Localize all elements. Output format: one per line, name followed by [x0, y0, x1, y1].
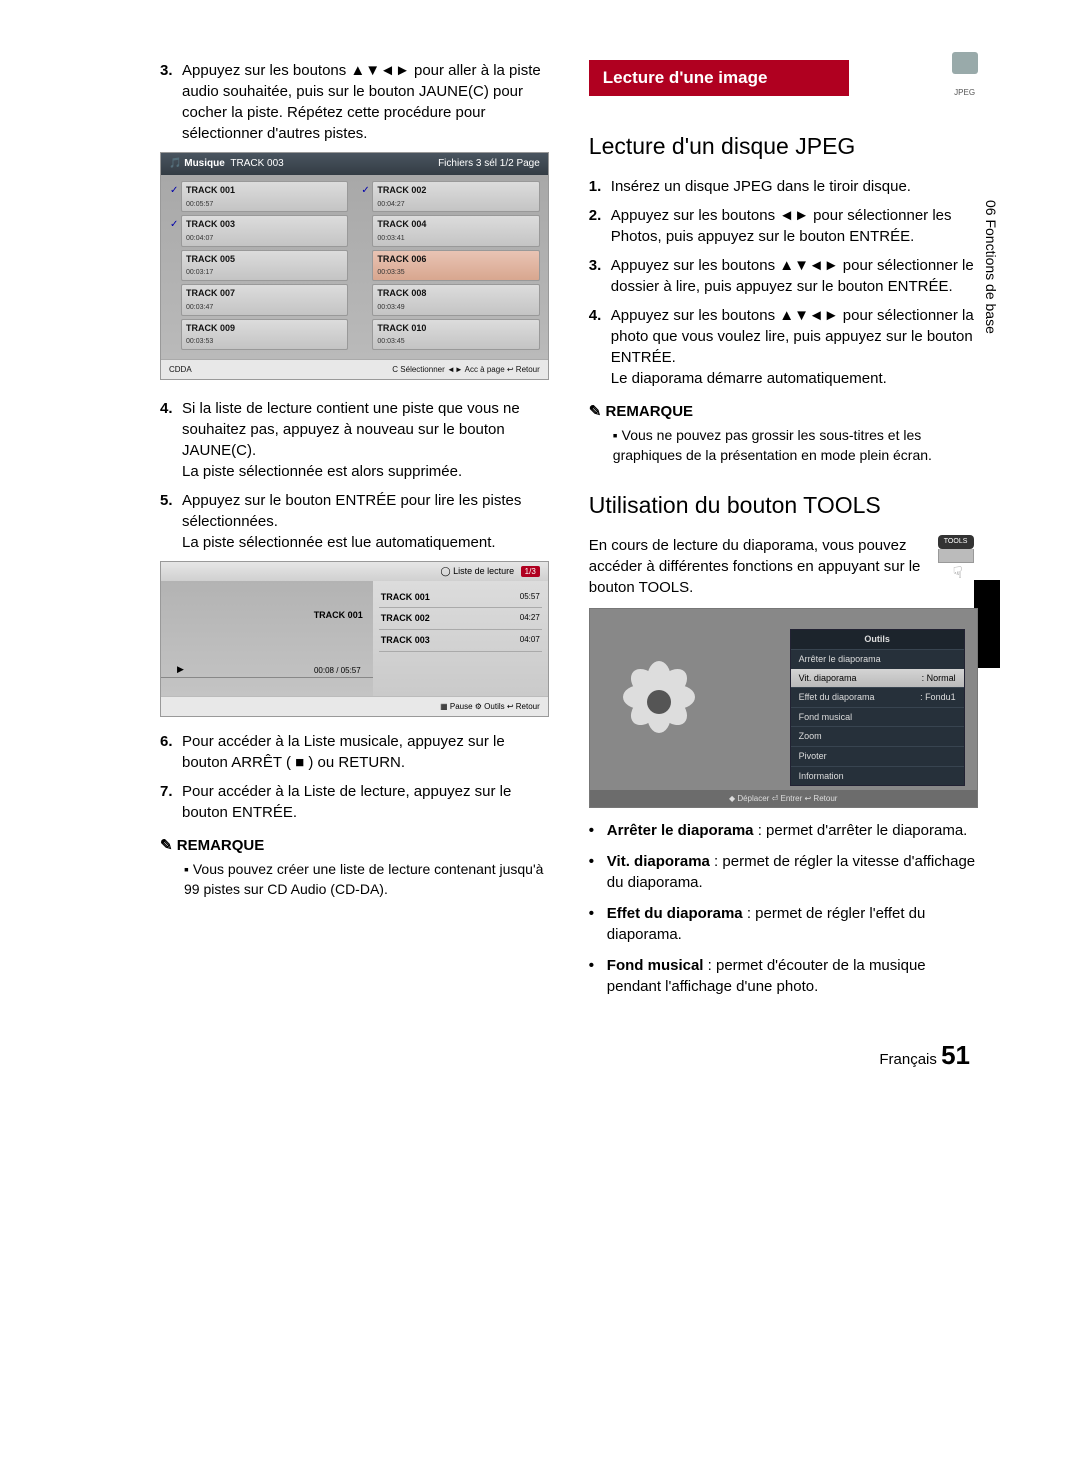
bullet-item: Arrêter le diaporama : permet d'arrêter …: [589, 820, 978, 841]
r-step-1: 1.Insérez un disque JPEG dans le tiroir …: [589, 176, 978, 197]
track-item: TRACK 00600:03:35: [372, 250, 539, 281]
track-item: TRACK 00400:03:41: [372, 215, 539, 246]
r-step-4: 4. Appuyez sur les boutons ▲▼◄► pour sél…: [589, 305, 978, 389]
tools-menu-row: Information: [791, 766, 964, 786]
track-item: ✓TRACK 00300:04:07: [181, 215, 348, 246]
playlist-item: TRACK 00304:07: [379, 630, 542, 652]
bullet-item: Vit. diaporama : permet de régler la vit…: [589, 851, 978, 893]
track-item: TRACK 00700:03:47: [181, 284, 348, 315]
step-3: 3. Appuyez sur les boutons ▲▼◄► pour all…: [160, 60, 549, 144]
left-column: 3. Appuyez sur les boutons ▲▼◄► pour all…: [160, 60, 549, 1007]
tools-button-illustration: TOOLS ☟: [938, 535, 978, 585]
tools-menu-row: Fond musical: [791, 707, 964, 727]
tools-menu-screenshot: Outils Arrêter le diaporamaVit. diaporam…: [589, 608, 978, 808]
jpeg-badge: JPEG: [952, 52, 978, 101]
playlist-item: TRACK 00204:27: [379, 608, 542, 630]
thumb-tab: [974, 580, 1000, 668]
section-banner: Lecture d'une image: [589, 60, 849, 96]
tools-paragraph: En cours de lecture du diaporama, vous p…: [589, 535, 978, 598]
r-step-2: 2.Appuyez sur les boutons ◄► pour sélect…: [589, 205, 978, 247]
step-5: 5. Appuyez sur le bouton ENTRÉE pour lir…: [160, 490, 549, 553]
step-7: 7. Pour accéder à la Liste de lecture, a…: [160, 781, 549, 823]
tools-menu-row: Effet du diaporama: Fondu1: [791, 687, 964, 707]
left-remarque: REMARQUE Vous pouvez créer une liste de …: [160, 835, 549, 899]
track-item: TRACK 01000:03:45: [372, 319, 539, 350]
music-list-screenshot: 🎵 Musique TRACK 003 Fichiers 3 sél 1/2 P…: [160, 152, 549, 380]
track-item: TRACK 00900:03:53: [181, 319, 348, 350]
right-remarque: REMARQUE Vous ne pouvez pas grossir les …: [589, 401, 978, 465]
playlist-item: TRACK 00105:57: [379, 587, 542, 609]
tools-bullet-list: Arrêter le diaporama : permet d'arrêter …: [589, 820, 978, 997]
track-item: TRACK 00800:03:49: [372, 284, 539, 315]
right-column: Lecture d'une image JPEG Lecture d'un di…: [589, 60, 978, 1007]
tools-menu-row: Zoom: [791, 726, 964, 746]
step-4: 4. Si la liste de lecture contient une p…: [160, 398, 549, 482]
playback-screenshot: ◯ Liste de lecture 1/3 TRACK 001 ▶ 00:08…: [160, 561, 549, 717]
r-step-3: 3.Appuyez sur les boutons ▲▼◄► pour séle…: [589, 255, 978, 297]
tools-menu-row: Vit. diaporama: Normal: [791, 669, 964, 688]
tools-menu-row: Arrêter le diaporama: [791, 649, 964, 669]
bullet-item: Fond musical : permet d'écouter de la mu…: [589, 955, 978, 997]
bullet-item: Effet du diaporama : permet de régler l'…: [589, 903, 978, 945]
step-6: 6. Pour accéder à la Liste musicale, app…: [160, 731, 549, 773]
track-item: TRACK 00500:03:17: [181, 250, 348, 281]
page-footer: Français 51: [160, 1037, 970, 1073]
track-item: ✓TRACK 00200:04:27: [372, 181, 539, 212]
tools-menu-row: Pivoter: [791, 746, 964, 766]
heading-tools: Utilisation du bouton TOOLS: [589, 489, 978, 521]
heading-jpeg: Lecture d'un disque JPEG: [589, 130, 978, 162]
chapter-sidetab: 06 Fonctions de base: [980, 200, 1000, 334]
track-item: ✓TRACK 00100:05:57: [181, 181, 348, 212]
